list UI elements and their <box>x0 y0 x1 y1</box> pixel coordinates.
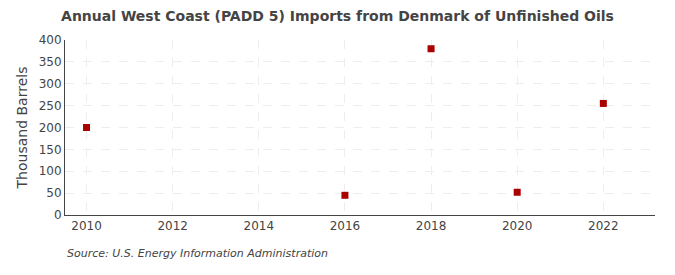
svg-text:350: 350 <box>39 55 62 69</box>
svg-text:300: 300 <box>39 77 62 91</box>
svg-text:2010: 2010 <box>71 219 102 233</box>
svg-text:2014: 2014 <box>244 219 275 233</box>
svg-text:2012: 2012 <box>157 219 188 233</box>
svg-text:Source: U.S. Energy Informatio: Source: U.S. Energy Information Administ… <box>67 247 328 260</box>
svg-text:2022: 2022 <box>588 219 619 233</box>
svg-text:100: 100 <box>39 164 62 178</box>
svg-text:0: 0 <box>54 208 62 222</box>
svg-text:2020: 2020 <box>502 219 533 233</box>
svg-text:250: 250 <box>39 99 62 113</box>
svg-text:Thousand Barrels: Thousand Barrels <box>14 67 30 190</box>
svg-text:Annual West Coast (PADD 5) Imp: Annual West Coast (PADD 5) Imports from … <box>61 8 614 24</box>
svg-text:200: 200 <box>39 121 62 135</box>
svg-text:2018: 2018 <box>416 219 447 233</box>
svg-text:50: 50 <box>46 186 61 200</box>
svg-text:150: 150 <box>39 143 62 157</box>
svg-text:400: 400 <box>39 33 62 47</box>
svg-text:2016: 2016 <box>330 219 361 233</box>
